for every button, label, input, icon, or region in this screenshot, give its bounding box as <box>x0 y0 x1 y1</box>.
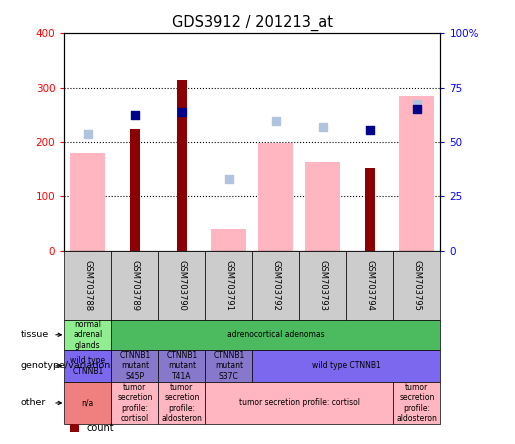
Bar <box>258 143 294 251</box>
Text: CTNNB1
mutant
S45P: CTNNB1 mutant S45P <box>119 351 150 381</box>
Text: other: other <box>21 398 46 408</box>
Bar <box>130 129 140 251</box>
Text: tissue: tissue <box>21 330 49 339</box>
Text: wild type CTNNB1: wild type CTNNB1 <box>312 361 381 370</box>
Bar <box>177 79 187 251</box>
Text: count: count <box>86 424 114 433</box>
Point <box>225 175 233 182</box>
Text: tumor
secretion
profile:
aldosteron: tumor secretion profile: aldosteron <box>397 383 437 423</box>
Text: GSM703788: GSM703788 <box>83 260 92 311</box>
Text: adrenocortical adenomas: adrenocortical adenomas <box>227 330 324 339</box>
Text: GSM703789: GSM703789 <box>130 260 140 311</box>
Text: GSM703792: GSM703792 <box>271 260 280 311</box>
Text: tumor secretion profile: cortisol: tumor secretion profile: cortisol <box>239 398 360 408</box>
Point <box>272 118 280 125</box>
Bar <box>211 229 247 251</box>
Text: wild type
CTNNB1: wild type CTNNB1 <box>71 356 106 376</box>
Text: CTNNB1
mutant
S37C: CTNNB1 mutant S37C <box>213 351 245 381</box>
Point <box>84 131 92 138</box>
Point <box>131 111 139 119</box>
Text: CTNNB1
mutant
T41A: CTNNB1 mutant T41A <box>166 351 197 381</box>
Text: GSM703794: GSM703794 <box>365 260 374 311</box>
Text: GSM703793: GSM703793 <box>318 260 328 311</box>
Text: tumor
secretion
profile:
cortisol: tumor secretion profile: cortisol <box>117 383 152 423</box>
Point <box>413 100 421 107</box>
Point <box>319 123 327 131</box>
Bar <box>305 162 340 251</box>
Text: GSM703795: GSM703795 <box>413 260 421 311</box>
Point <box>413 106 421 113</box>
Bar <box>399 96 435 251</box>
Text: n/a: n/a <box>82 398 94 408</box>
Text: genotype/variation: genotype/variation <box>21 361 111 370</box>
Bar <box>70 153 106 251</box>
Point <box>178 109 186 116</box>
Text: tumor
secretion
profile:
aldosteron: tumor secretion profile: aldosteron <box>161 383 202 423</box>
Text: GSM703790: GSM703790 <box>177 260 186 311</box>
Text: normal
adrenal
glands: normal adrenal glands <box>73 320 102 350</box>
Bar <box>365 168 375 251</box>
Point <box>366 127 374 134</box>
Title: GDS3912 / 201213_at: GDS3912 / 201213_at <box>172 14 333 31</box>
Text: GSM703791: GSM703791 <box>225 260 233 311</box>
